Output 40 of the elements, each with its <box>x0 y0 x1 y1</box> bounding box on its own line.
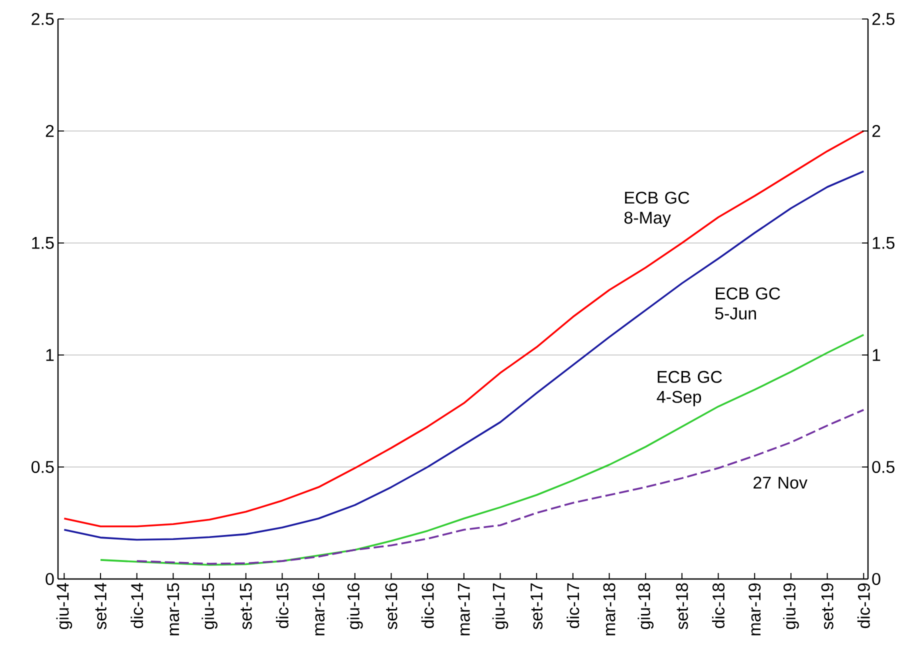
y2-tick-label: 2.5 <box>872 12 894 26</box>
x-tick-label: set-14 <box>94 583 106 630</box>
y-tick-label: 0 <box>46 572 54 586</box>
series-label: ECB GC 8-May <box>624 192 690 228</box>
series-label: ECB GC 5-Jun <box>715 287 780 320</box>
x-tick-label: giu-16 <box>346 583 363 630</box>
x-tick-label: mar-15 <box>167 583 180 636</box>
x-tick-label: giu-14 <box>56 583 72 630</box>
x-tick-label: dic-17 <box>566 583 580 628</box>
y2-tick-label: 0 <box>872 572 880 586</box>
y2-tick-label: 1.5 <box>872 237 894 249</box>
y2-tick-label: 2 <box>872 125 880 137</box>
y2-tick-label: 1 <box>872 349 880 361</box>
x-tick-label: mar-18 <box>603 583 616 636</box>
x-tick-label: mar-16 <box>312 583 325 636</box>
y-tick-label: 1.5 <box>32 237 54 249</box>
x-tick-label: dic-16 <box>421 583 434 628</box>
x-tick-label: giu-19 <box>783 583 799 630</box>
x-tick-label: set-15 <box>240 583 252 630</box>
x-tick-label: mar-19 <box>748 583 761 636</box>
x-tick-label: dic-15 <box>276 583 288 628</box>
y-tick-label: 0.5 <box>32 460 54 474</box>
x-tick-label: set-18 <box>676 583 688 630</box>
x-tick-label: set-16 <box>385 583 398 630</box>
x-tick-label: set-17 <box>530 583 543 630</box>
x-tick-label: giu-18 <box>638 583 654 630</box>
series-label: 27 Nov <box>754 476 808 489</box>
x-tick-label: dic-14 <box>130 583 144 628</box>
x-tick-label: dic-18 <box>712 583 725 628</box>
y-tick-label: 2 <box>46 125 54 137</box>
y-tick-label: 2.5 <box>32 12 54 26</box>
x-tick-label: set-19 <box>821 583 834 630</box>
x-tick-label: giu-17 <box>492 583 508 630</box>
x-tick-label: giu-15 <box>202 583 218 630</box>
y2-tick-label: 0.5 <box>872 460 894 474</box>
x-tick-label: mar-17 <box>458 583 470 636</box>
line-series <box>136 408 865 565</box>
series-label: ECB GC 4-Sep <box>656 370 722 406</box>
x-tick-label: dic-19 <box>857 583 870 628</box>
y-tick-label: 1 <box>46 349 54 361</box>
